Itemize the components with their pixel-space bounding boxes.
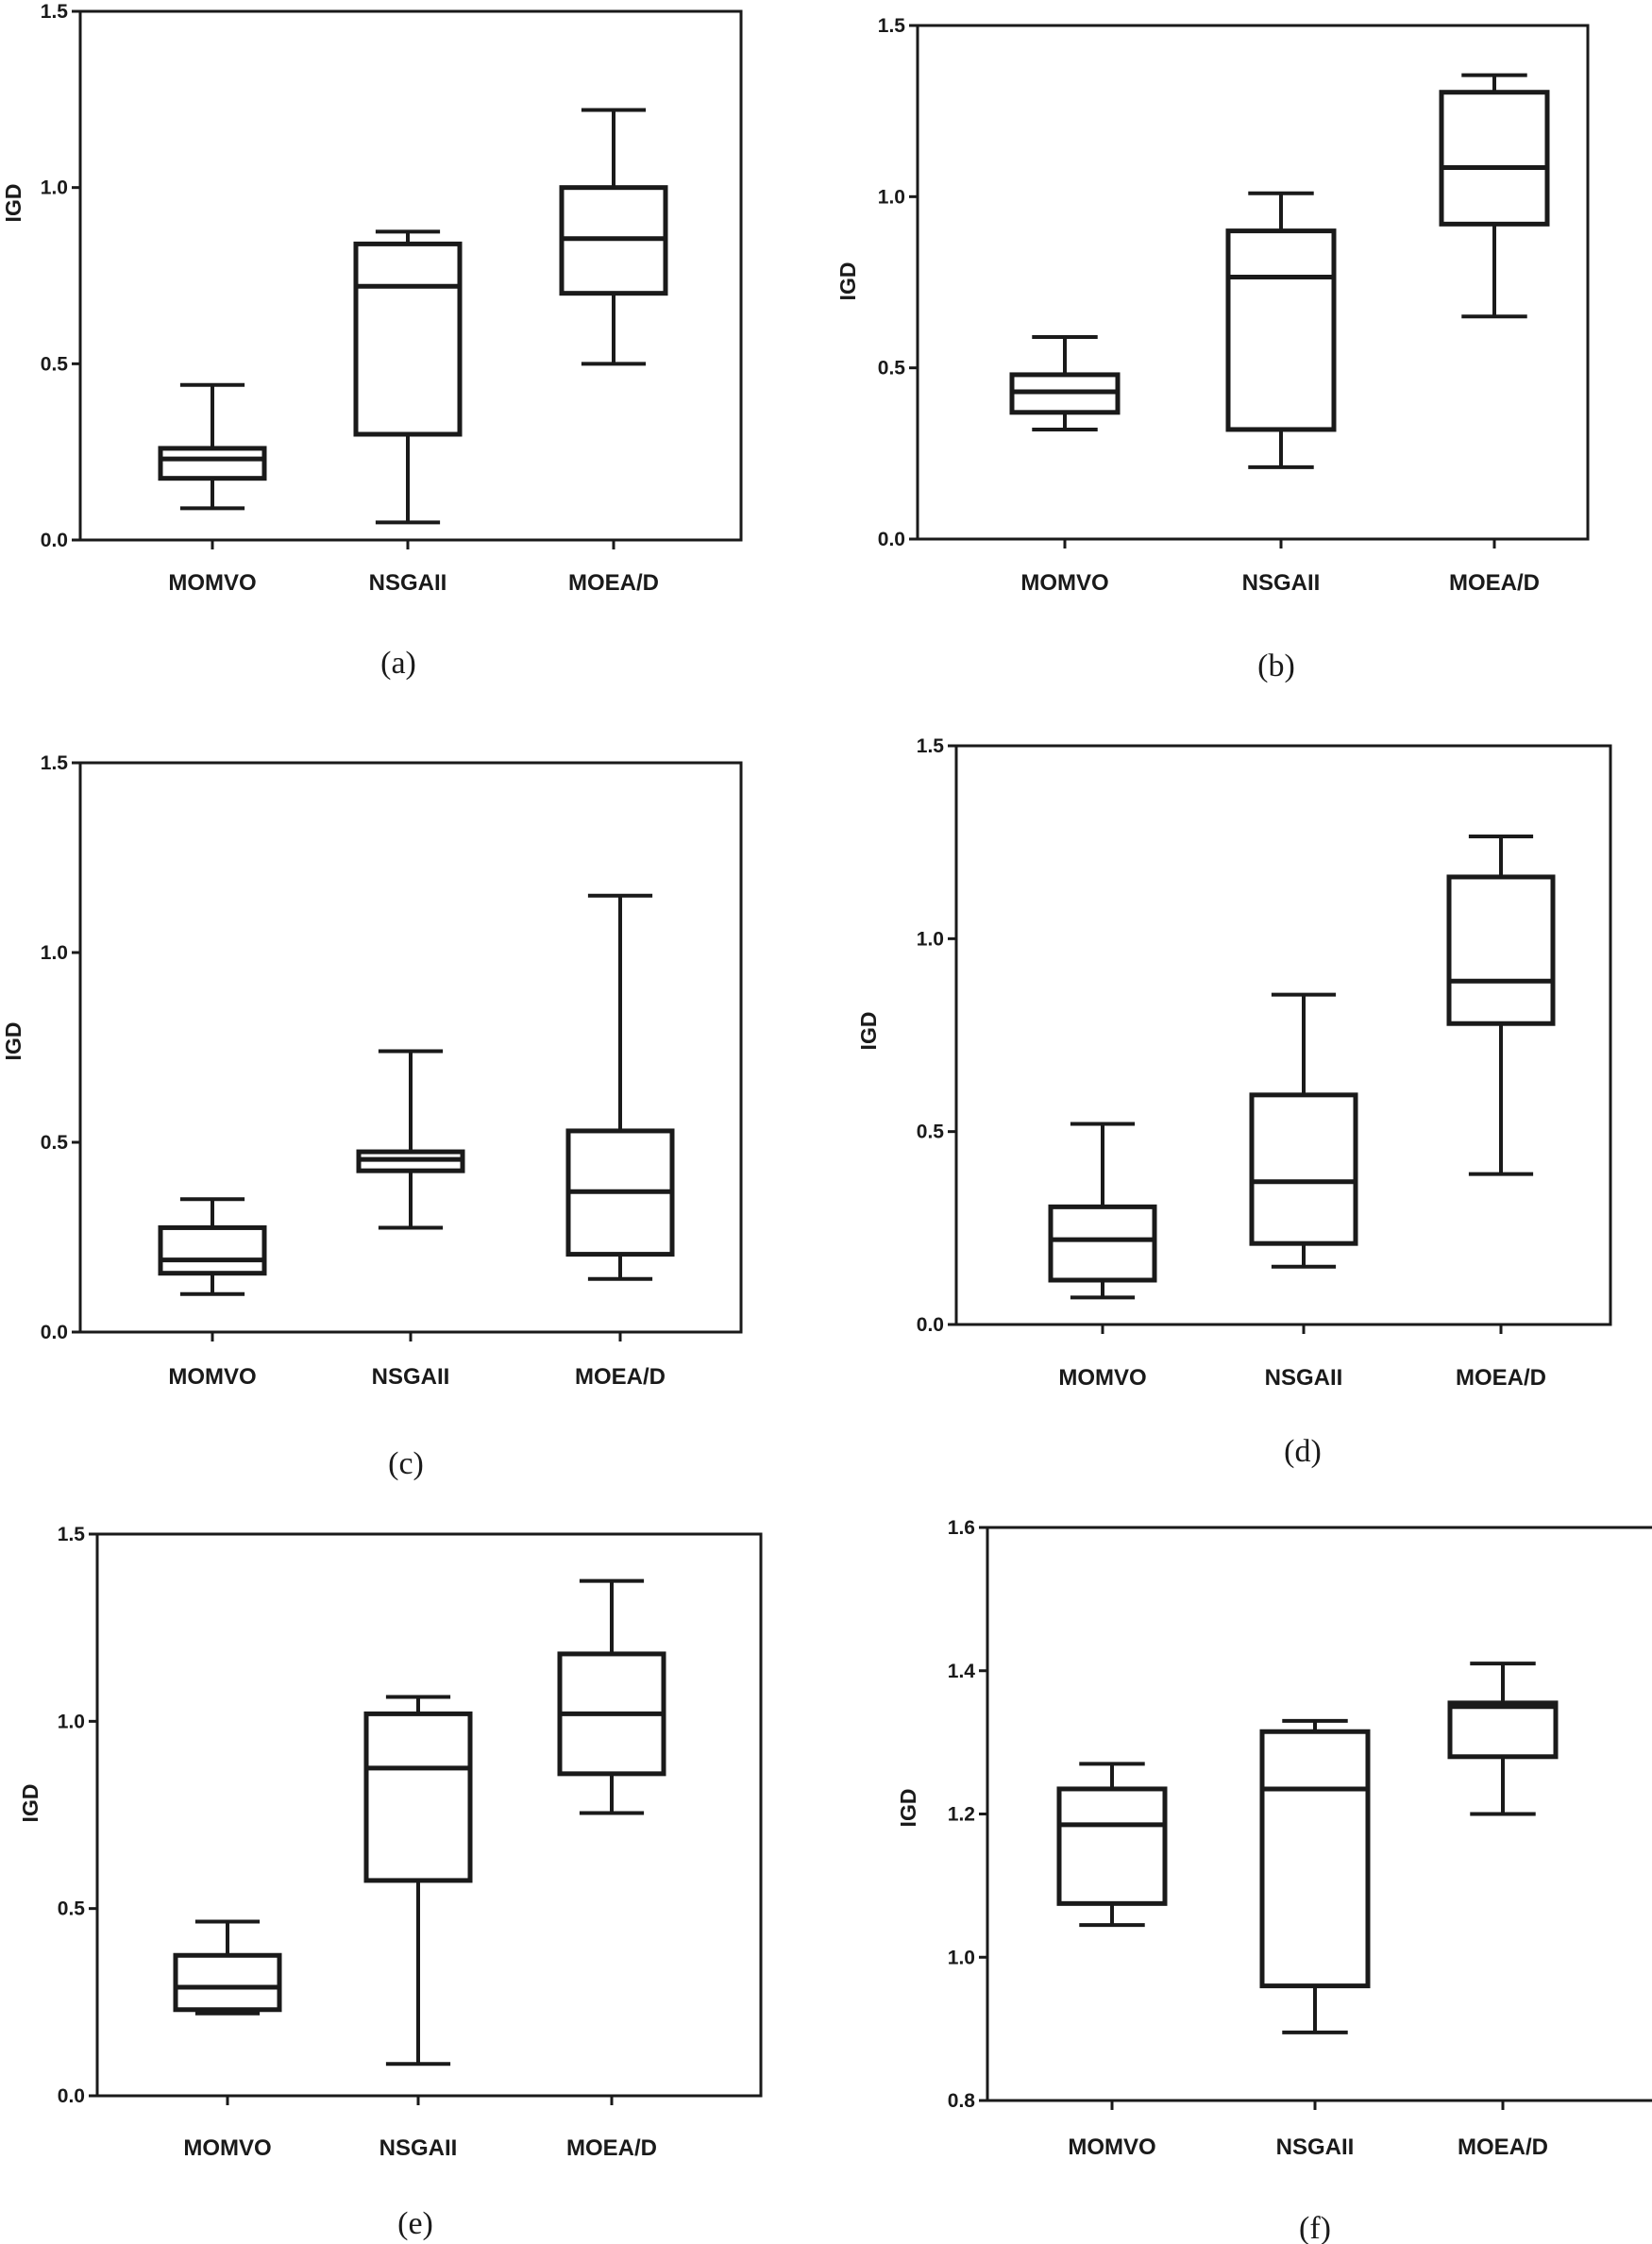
- panel-c-ytick-2: 1.0: [41, 942, 68, 964]
- panel-e-ytick-3: 1.5: [58, 1524, 86, 1545]
- panel-c-caption: (c): [388, 1446, 424, 1481]
- panel-c-category-moead: MOEA/D: [575, 1364, 666, 1390]
- panel-f-moead-box: [1447, 1700, 1559, 1760]
- panel-a-category-momvo: MOMVO: [168, 570, 256, 596]
- panel-c-ytick-0: 0.0: [41, 1322, 68, 1343]
- panel-b-ytick-2: 1.0: [878, 186, 905, 208]
- panel-c-ytick-3: 1.5: [41, 752, 69, 774]
- panel-d: IGD 0.0 0.5 1.0 1.5 MOMVO NSGAII MOEA/D …: [856, 735, 1612, 1469]
- panel-a-plot-frame: [78, 9, 743, 542]
- panel-a-ytick-2: 1.0: [41, 177, 68, 199]
- panel-f-momvo-box: [1056, 1786, 1168, 1906]
- panel-b-ylabel: IGD: [835, 262, 860, 301]
- panel-d-caption: (d): [1284, 1434, 1322, 1469]
- panel-a-momvo-box: [158, 446, 267, 481]
- panel-f-category-moead: MOEA/D: [1458, 2134, 1548, 2160]
- panel-a-category-nsgaii: NSGAII: [369, 570, 447, 596]
- panel-b-plot-frame: [916, 24, 1590, 541]
- panel-d-nsgaii-box: [1249, 1092, 1358, 1246]
- panel-f-category-momvo: MOMVO: [1068, 2134, 1155, 2160]
- panel-e: IGD 0.0 0.5 1.0 1.5 MOMVO NSGAII MOEA/D …: [18, 1524, 763, 2241]
- panel-a-category-moead: MOEA/D: [568, 570, 659, 596]
- panel-b-ytick-1: 0.5: [878, 358, 906, 380]
- panel-e-category-momvo: MOMVO: [183, 2135, 271, 2161]
- panel-a-ytick-3: 1.5: [41, 1, 69, 23]
- panel-c: IGD 0.0 0.5 1.0 1.5 MOMVO NSGAII MOEA/D …: [1, 752, 743, 1481]
- panel-d-ytick-0: 0.0: [917, 1314, 944, 1336]
- panel-d-ytick-2: 1.0: [917, 928, 944, 950]
- panel-f-caption: (f): [1299, 2211, 1331, 2244]
- panel-b-ytick-3: 1.5: [878, 15, 906, 37]
- panel-d-ytick-1: 0.5: [917, 1122, 945, 1143]
- panel-f-ytick-4: 1.6: [948, 1517, 975, 1539]
- panel-c-momvo-box: [158, 1224, 267, 1276]
- panel-b-category-momvo: MOMVO: [1020, 570, 1108, 596]
- panel-b-category-nsgaii: NSGAII: [1242, 570, 1321, 596]
- panel-b-category-moead: MOEA/D: [1449, 570, 1540, 596]
- panel-c-ytick-1: 0.5: [41, 1132, 69, 1154]
- panel-d-category-momvo: MOMVO: [1058, 1365, 1146, 1391]
- panel-a-ytick-1: 0.5: [41, 353, 69, 375]
- panel-e-category-nsgaii: NSGAII: [379, 2135, 458, 2161]
- panel-a-ylabel: IGD: [1, 184, 25, 223]
- panel-e-momvo-box: [173, 1952, 282, 2013]
- panel-f-nsgaii-box: [1259, 1729, 1371, 1989]
- panel-d-category-nsgaii: NSGAII: [1265, 1365, 1343, 1391]
- panel-c-ylabel: IGD: [1, 1022, 25, 1061]
- panel-e-plot-frame: [95, 1532, 763, 2098]
- panel-e-ytick-1: 0.5: [58, 1898, 86, 1920]
- panel-e-ylabel: IGD: [18, 1784, 42, 1823]
- panel-f-ylabel: IGD: [896, 1789, 920, 1828]
- panel-e-ytick-2: 1.0: [58, 1711, 85, 1732]
- panel-f-ytick-3: 1.4: [948, 1661, 976, 1682]
- panel-b-ytick-0: 0.0: [878, 529, 905, 550]
- panel-c-category-momvo: MOMVO: [168, 1364, 256, 1390]
- panel-b-moead-box: [1439, 90, 1550, 227]
- panel-d-category-moead: MOEA/D: [1456, 1365, 1546, 1391]
- panel-a-nsgaii-box: [353, 241, 463, 437]
- panel-f-ytick-0: 0.8: [948, 2090, 976, 2112]
- panel-b-nsgaii-box: [1225, 228, 1337, 432]
- panel-e-category-moead: MOEA/D: [566, 2135, 657, 2161]
- panel-d-plot-frame: [954, 744, 1612, 1326]
- panel-e-caption: (e): [397, 2206, 433, 2241]
- panel-e-ytick-0: 0.0: [58, 2085, 85, 2107]
- panel-f-ytick-1: 1.0: [948, 1947, 975, 1968]
- panel-d-ylabel: IGD: [856, 1012, 881, 1051]
- panel-a-caption: (a): [380, 646, 416, 681]
- panel-c-category-nsgaii: NSGAII: [372, 1364, 450, 1390]
- panel-a: IGD 0.0 0.5 1.0 1.5 MOMVO NSGAII MOEA/D …: [1, 1, 743, 681]
- panel-f-category-nsgaii: NSGAII: [1276, 2134, 1355, 2160]
- panel-d-moead-box: [1446, 874, 1556, 1026]
- panel-d-ytick-3: 1.5: [917, 735, 945, 757]
- panel-a-ytick-0: 0.0: [41, 530, 68, 551]
- panel-b: IGD 0.0 0.5 1.0 1.5 MOMVO NSGAII MOEA/D …: [835, 15, 1590, 683]
- panel-f-ytick-2: 1.2: [948, 1804, 975, 1826]
- panel-f: IGD 0.8 1.0 1.2 1.4 1.6 MOMVO NSGAII MOE…: [896, 1517, 1652, 2244]
- panel-e-nsgaii-box: [363, 1711, 473, 1883]
- panel-b-caption: (b): [1257, 649, 1295, 683]
- panel-d-momvo-box: [1048, 1204, 1157, 1283]
